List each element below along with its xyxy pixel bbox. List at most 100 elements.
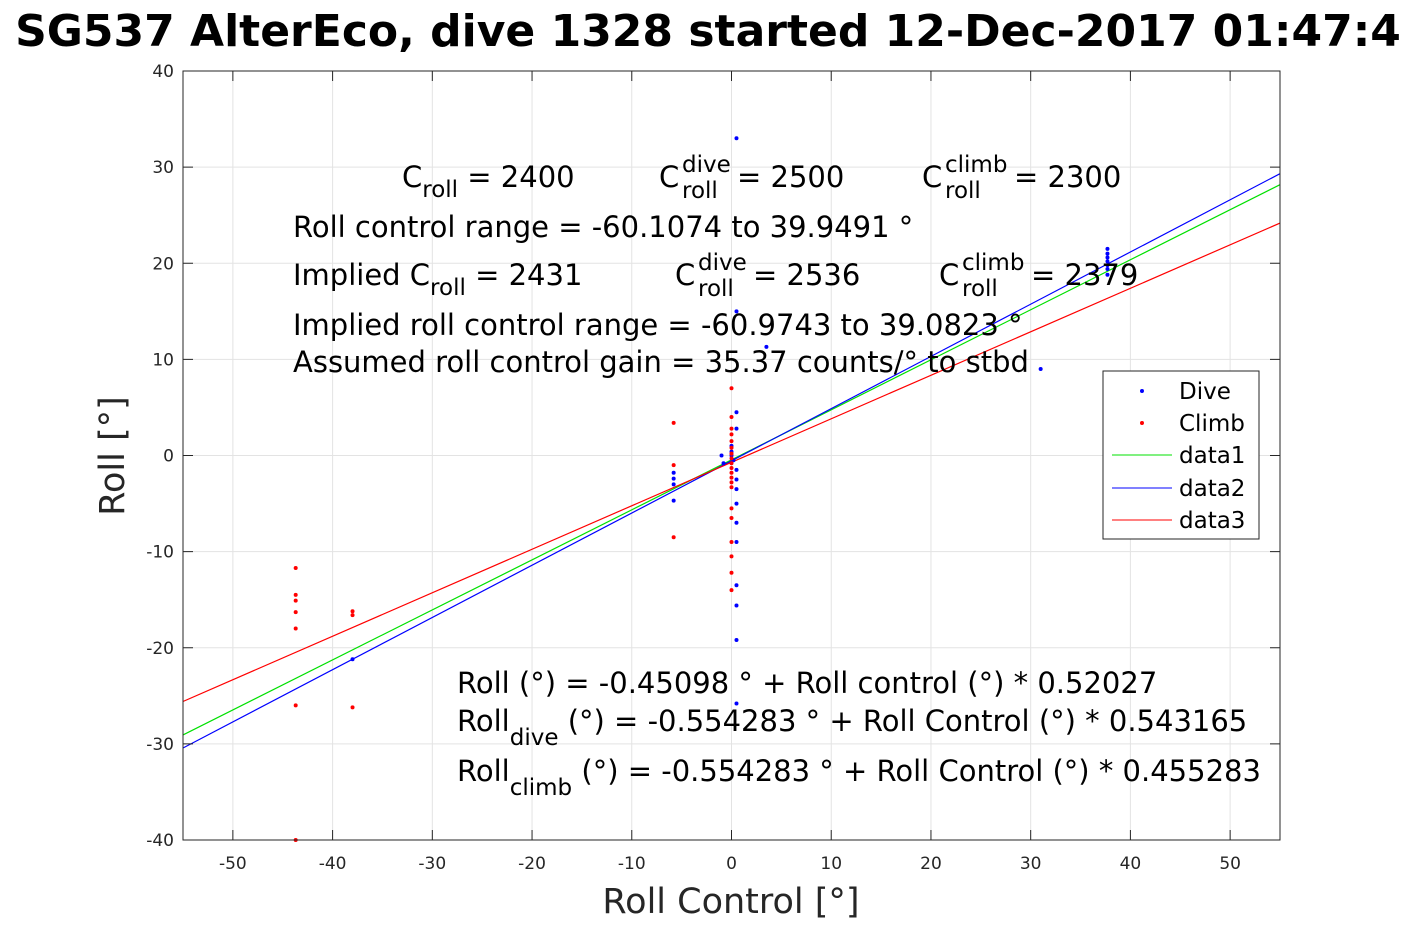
climb-point <box>729 485 734 490</box>
dive-point <box>1105 251 1110 256</box>
implied-c-climb-value: = 2379 <box>1031 258 1138 292</box>
climb-point <box>293 565 298 570</box>
dive-point <box>734 701 739 706</box>
x-tick-label: -30 <box>418 854 446 874</box>
x-tick-label: 0 <box>726 854 737 874</box>
c-roll-climb-annotation: C <box>922 160 942 194</box>
climb-point <box>729 506 734 511</box>
climb-point <box>729 465 734 470</box>
climb-point <box>729 456 734 461</box>
implied-c-dive-sub: roll <box>698 276 734 302</box>
legend-label-climb: Climb <box>1179 411 1245 437</box>
climb-point <box>729 386 734 391</box>
dive-point <box>1105 267 1110 272</box>
x-tick-label: 20 <box>920 854 942 874</box>
c-roll-dive-value: = 2500 <box>737 160 844 194</box>
roll-control-range-annotation: Roll control range = -60.1074 to 39.9491… <box>293 210 913 244</box>
implied-c-climb-sup: climb <box>962 250 1024 276</box>
dive-point <box>719 453 724 458</box>
dive-point <box>734 638 739 643</box>
y-tick-label: -20 <box>146 639 174 659</box>
dive-point <box>1105 272 1110 277</box>
chart-title: SG537 AlterEco, dive 1328 started 12-Dec… <box>15 6 1401 57</box>
x-tick-label: -40 <box>319 854 347 874</box>
dive-point <box>734 410 739 415</box>
dive-point <box>734 136 739 141</box>
data-points <box>293 136 1110 842</box>
climb-point <box>729 554 734 559</box>
climb-point <box>729 415 734 420</box>
climb-point <box>350 609 355 614</box>
climb-point <box>293 592 298 597</box>
climb-point <box>729 451 734 456</box>
climb-point <box>729 432 734 437</box>
climb-point <box>293 598 298 603</box>
climb-point <box>293 626 298 631</box>
dive-point <box>734 309 739 314</box>
fit-dive-annotation: Rolldive (°) = -0.554283 ° + Roll Contro… <box>457 704 1247 751</box>
dive-point <box>1105 255 1110 260</box>
legend-label-data2: data2 <box>1179 476 1245 502</box>
y-axis-label: Roll [°] <box>93 396 133 516</box>
climb-point <box>729 515 734 520</box>
climb-point <box>729 426 734 431</box>
implied-c-roll-annotation: Implied Croll = 2431 <box>293 258 582 301</box>
y-tick-label: -40 <box>146 831 174 851</box>
dive-point <box>734 426 739 431</box>
climb-point <box>729 588 734 593</box>
fit-climb-annotation: Rollclimb (°) = -0.554283 ° + Roll Contr… <box>457 754 1261 801</box>
dive-point <box>671 482 676 487</box>
gain-annotation: Assumed roll control gain = 35.37 counts… <box>293 345 1029 379</box>
climb-point <box>350 613 355 618</box>
dive-point <box>734 487 739 492</box>
x-tick-label: 10 <box>820 854 842 874</box>
y-tick-label: 10 <box>152 350 174 370</box>
fit-all-annotation: Roll (°) = -0.45098 ° + Roll control (°)… <box>457 666 1157 700</box>
climb-point <box>350 705 355 710</box>
x-tick-label: 40 <box>1120 854 1142 874</box>
fit-line-data2 <box>183 173 1280 749</box>
implied-c-dive-value: = 2536 <box>753 258 860 292</box>
climb-point <box>671 463 676 468</box>
y-tick-label: 30 <box>152 158 174 178</box>
dive-point <box>1038 366 1043 371</box>
c-roll-dive-sup: dive <box>682 152 731 178</box>
legend-marker-climb <box>1140 421 1144 425</box>
climb-point <box>729 480 734 485</box>
dive-point <box>734 501 739 506</box>
legend-marker-dive <box>1140 389 1144 393</box>
dive-point <box>1105 263 1110 268</box>
dive-point <box>1105 246 1110 251</box>
y-tick-label: 20 <box>152 254 174 274</box>
climb-point <box>729 439 734 444</box>
dive-point <box>734 477 739 482</box>
climb-point <box>729 445 734 450</box>
legend-label-dive: Dive <box>1179 379 1231 405</box>
x-tick-label: -50 <box>219 854 247 874</box>
implied-range-annotation: Implied roll control range = -60.9743 to… <box>293 308 1023 342</box>
c-roll-dive-annotation: C <box>659 160 679 194</box>
climb-point <box>729 470 734 475</box>
y-tick-label: -30 <box>146 735 174 755</box>
c-roll-dive-sub: roll <box>682 178 718 204</box>
c-roll-climb-sub: roll <box>945 178 981 204</box>
dive-point <box>1105 259 1110 264</box>
climb-point <box>729 540 734 545</box>
dive-point <box>350 657 355 662</box>
climb-point <box>293 610 298 615</box>
y-tick-label: 40 <box>152 62 174 82</box>
y-tick-label: 0 <box>163 447 174 467</box>
c-roll-climb-value: = 2300 <box>1014 160 1121 194</box>
dive-point <box>734 583 739 588</box>
dive-point <box>764 344 769 349</box>
dive-point <box>734 520 739 525</box>
c-roll-annotation: Croll = 2400 <box>402 160 575 203</box>
dive-point <box>671 476 676 481</box>
climb-point <box>671 420 676 425</box>
dive-point <box>734 603 739 608</box>
c-roll-climb-sup: climb <box>945 152 1007 178</box>
implied-c-dive-sup: dive <box>698 250 747 276</box>
dive-point <box>671 470 676 475</box>
climb-point <box>729 570 734 575</box>
